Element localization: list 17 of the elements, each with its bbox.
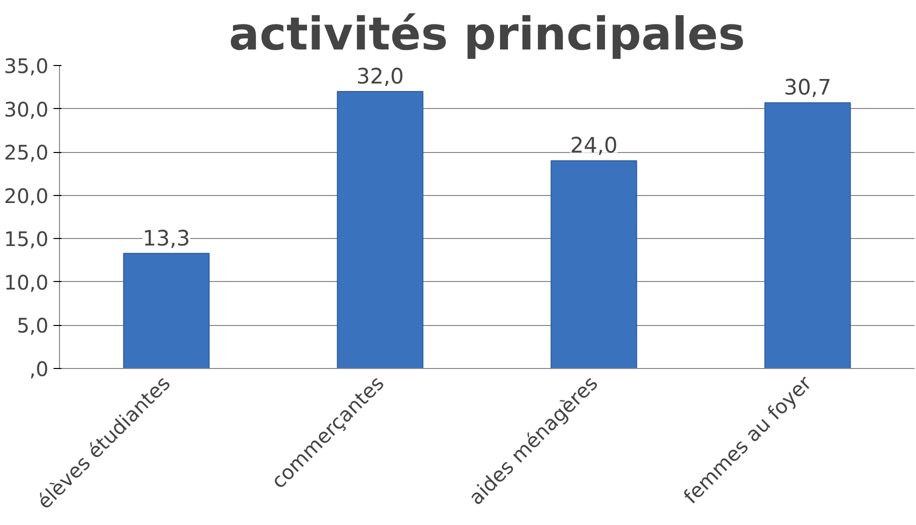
bar — [336, 90, 424, 368]
bar — [123, 252, 210, 368]
bar — [550, 160, 638, 368]
y-tick-label: 10,0 — [4, 270, 48, 294]
data-label: 32,0 — [356, 64, 404, 90]
data-label: 30,7 — [784, 76, 832, 101]
y-tick-label: ,0 — [29, 357, 49, 381]
data-label: 13,3 — [142, 226, 190, 252]
y-tick-label: 15,0 — [4, 227, 48, 252]
y-tick-label: 20,0 — [4, 184, 48, 208]
y-tick-label: 5,0 — [16, 314, 49, 338]
y-tick-label: 25,0 — [4, 140, 48, 165]
y-tick-label: 30,0 — [4, 97, 48, 122]
y-tick-label: 35,0 — [4, 54, 48, 78]
bar — [764, 102, 851, 368]
data-label: 24,0 — [570, 134, 618, 159]
chart-title: activités principales — [228, 8, 746, 60]
